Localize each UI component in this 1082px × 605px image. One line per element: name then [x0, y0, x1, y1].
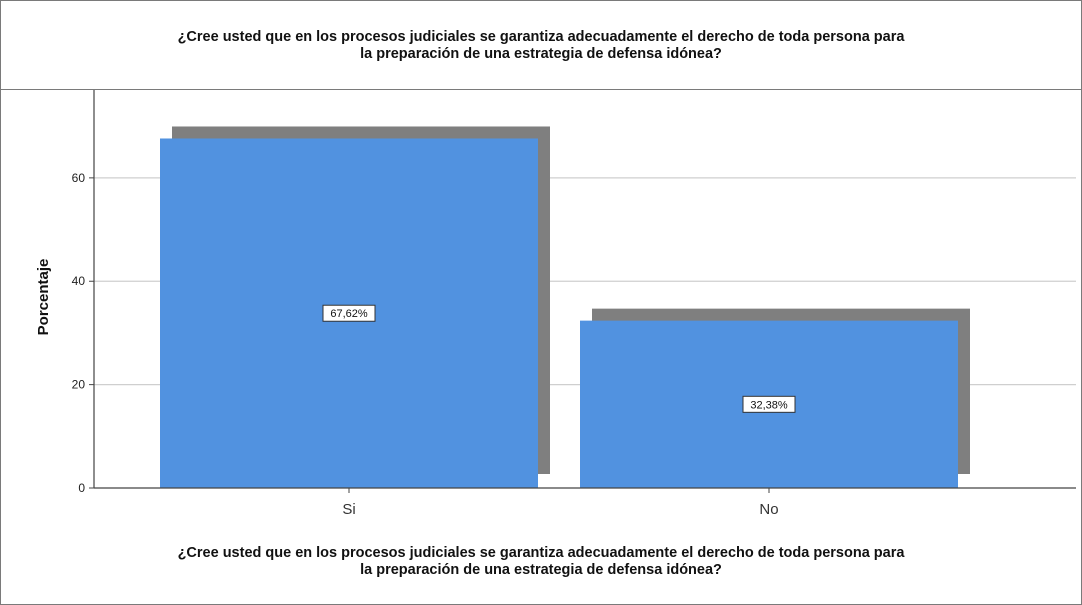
y-tick-label-60: 60 — [72, 171, 86, 185]
chart-title: ¿Cree usted que en los procesos judicial… — [0, 29, 1082, 63]
y-tick-label-0: 0 — [78, 481, 85, 495]
data-label-box-si — [322, 304, 376, 322]
x-tick-label-no: No — [759, 501, 778, 518]
data-label-box-no — [742, 395, 796, 413]
y-tick-label-20: 20 — [72, 378, 86, 392]
chart-title-line-1: ¿Cree usted que en los procesos judicial… — [177, 29, 905, 45]
chart-title-line-2: la preparación de una estrategia de defe… — [360, 46, 722, 62]
y-axis-label: Porcentaje — [35, 259, 52, 336]
data-label-si: 67,62% — [330, 308, 368, 320]
data-labels: 67,62% 32,38% — [322, 304, 796, 413]
title-divider — [0, 89, 1081, 90]
bars — [160, 126, 970, 488]
data-label-no: 32,38% — [750, 399, 788, 411]
x-axis-title-line-2: la preparación de una estrategia de defe… — [360, 562, 722, 578]
x-axis-title-line-1: ¿Cree usted que en los procesos judicial… — [177, 545, 905, 561]
x-tick-label-si: Si — [342, 501, 355, 518]
axes: 0 20 40 60 Si No — [72, 90, 1076, 518]
x-axis-title: ¿Cree usted que en los procesos judicial… — [0, 545, 1082, 579]
y-tick-label-40: 40 — [72, 274, 86, 288]
